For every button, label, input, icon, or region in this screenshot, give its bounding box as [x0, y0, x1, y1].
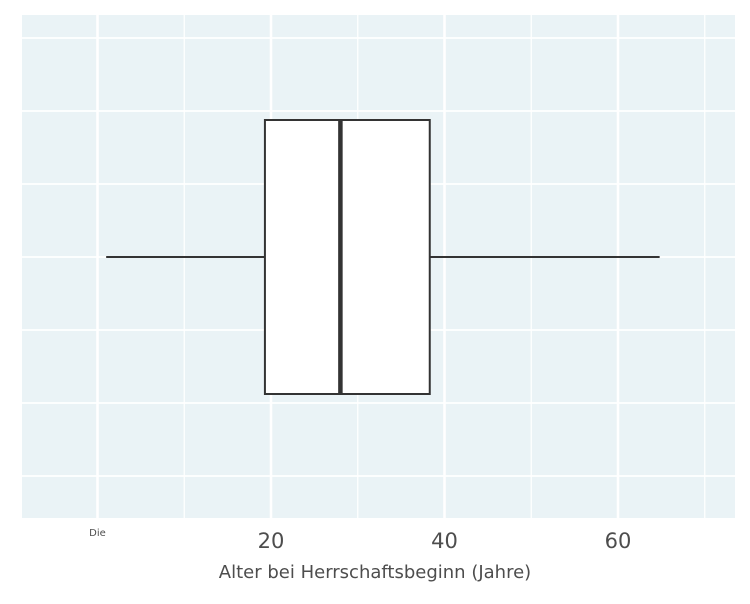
x-tick-label: 20	[258, 529, 285, 553]
x-axis-label: Alter bei Herrschaftsbeginn (Jahre)	[219, 562, 531, 583]
x-axis-ticks: Die 20 40 60	[89, 528, 631, 553]
iqr-box	[263, 119, 431, 395]
x-tick-label: Die	[89, 528, 106, 539]
x-tick-label: 60	[605, 529, 632, 553]
boxplot-marks	[106, 119, 660, 395]
x-tick-label: 40	[431, 529, 458, 553]
